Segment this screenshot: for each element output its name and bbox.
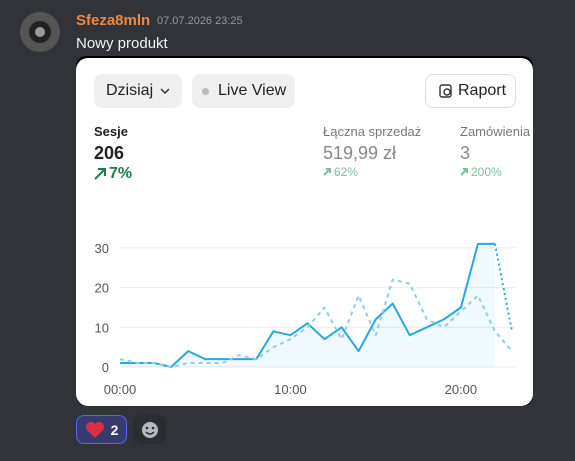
metric-change: 62% (323, 165, 358, 179)
report-button[interactable]: Raport (425, 74, 516, 108)
add-reaction[interactable] (133, 415, 166, 444)
x-tick-label: 20:00 (445, 382, 478, 397)
arrow-up (94, 168, 106, 180)
range-label: Dzisiaj (106, 82, 154, 99)
arrow-up (323, 168, 331, 176)
reaction-count: 2 (110, 421, 119, 438)
metric-label: Sesje (94, 124, 128, 139)
metric-value: 3 (460, 143, 471, 163)
x-tick-label: 10:00 (274, 382, 307, 397)
metric-value: 519,99 zł (323, 143, 397, 163)
metric-change: 7% (94, 165, 132, 183)
y-tick-label: 20 (95, 281, 109, 296)
card: Dzisiaj Live View Raport Sesje 206 7% Łączn… (76, 58, 533, 406)
timestamp: 07.07.2026 23:25 (157, 15, 243, 27)
live-dot (202, 87, 209, 95)
avatar[interactable] (20, 12, 60, 52)
line (119, 278, 513, 368)
y-tick-label: 0 (102, 360, 109, 375)
chevron (160, 88, 170, 95)
x-tick-label: 00:00 (104, 382, 137, 397)
chart: 0 10 20 30 00:00 10:00 20:00 (95, 241, 516, 397)
metric-change: 200% (460, 165, 502, 179)
y-tick-label: 30 (95, 241, 109, 256)
live-button[interactable]: Live View (192, 74, 295, 108)
metric-label: Zamówienia (460, 124, 531, 139)
area (120, 243, 495, 367)
username[interactable]: Sfeza8mln (76, 12, 151, 29)
metric-value: 206 (94, 143, 125, 163)
change-text: 62% (334, 165, 359, 179)
report-label: Raport (458, 82, 507, 99)
change-text: 200% (471, 165, 502, 179)
message-text: Nowy produkt (76, 35, 168, 52)
live-label: Live View (218, 82, 287, 99)
heart-icon (85, 421, 104, 438)
report-icon (439, 84, 452, 98)
reaction-heart[interactable]: 2 (76, 415, 127, 444)
change-text: 7% (109, 165, 133, 182)
y-tick-label: 10 (95, 320, 109, 335)
line (120, 242, 495, 368)
range-button[interactable]: Dzisiaj (94, 74, 182, 108)
metric-label: Łączna sprzedaż (323, 124, 422, 139)
arrow-up (460, 168, 468, 176)
emoji-icon (141, 421, 158, 438)
